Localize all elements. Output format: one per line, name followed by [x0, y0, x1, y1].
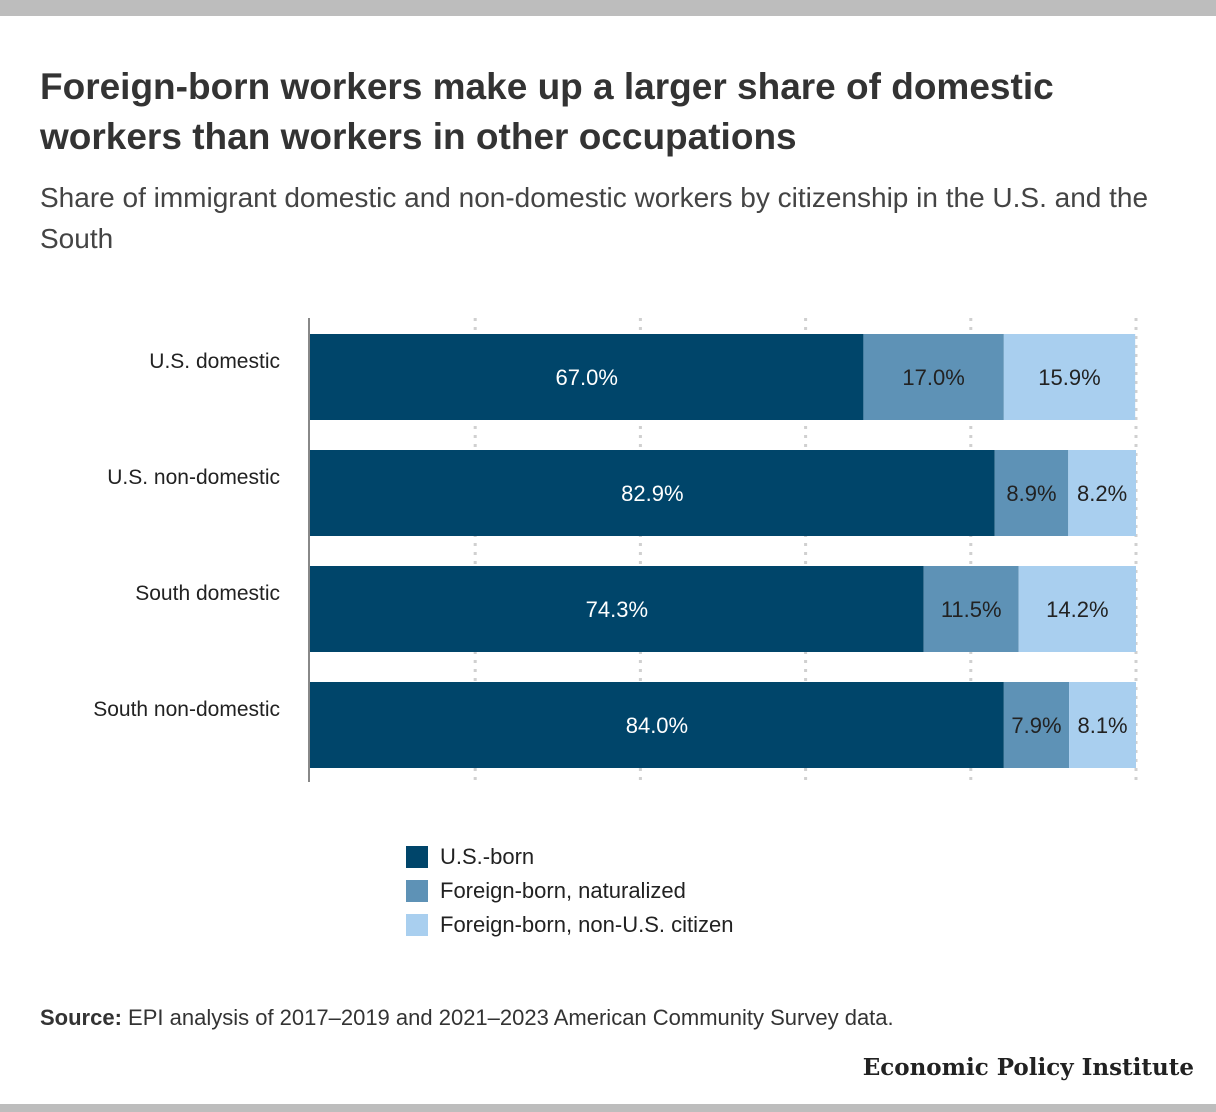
data-label: 82.9%: [621, 481, 683, 506]
bar-segment: [863, 334, 1004, 420]
bar-segment: [1069, 682, 1136, 768]
category-label: South non-domestic: [93, 698, 280, 721]
data-label: 8.9%: [1006, 481, 1056, 506]
legend-swatch-us-born: [406, 846, 428, 868]
data-label: 17.0%: [902, 365, 964, 390]
legend-label: Foreign-born, non-U.S. citizen: [440, 912, 734, 937]
bar-segment: [310, 682, 1004, 768]
data-label: 7.9%: [1011, 713, 1061, 738]
legend-swatch-non-citizen: [406, 914, 428, 936]
data-label: 15.9%: [1038, 365, 1100, 390]
bar-segment: [1003, 682, 1070, 768]
data-label: 67.0%: [556, 365, 618, 390]
organization-logo-text: Economic Policy Institute: [862, 1054, 1194, 1081]
bar-segment: [310, 334, 864, 420]
legend-label: Foreign-born, naturalized: [440, 878, 686, 903]
chart-subtitle: Share of immigrant domestic and non-dome…: [40, 182, 1149, 254]
legend-label: U.S.-born: [440, 844, 535, 869]
data-label: 8.1%: [1077, 713, 1127, 738]
top-border-bar: [0, 0, 1216, 16]
bar-segment: [923, 566, 1019, 652]
source-text: EPI analysis of 2017–2019 and 2021–2023 …: [128, 1005, 894, 1030]
category-label: U.S. non-domestic: [107, 466, 280, 489]
bar-segment: [310, 566, 924, 652]
data-label: 8.2%: [1077, 481, 1127, 506]
chart-title: Foreign-born workers make up a larger sh…: [40, 66, 1054, 157]
category-label: South domestic: [135, 582, 280, 605]
category-label: U.S. domestic: [149, 350, 280, 373]
legend-item-non-citizen: Foreign-born, non-U.S. citizen: [406, 908, 733, 942]
bar-segment: [1068, 450, 1136, 536]
data-label: 14.2%: [1046, 597, 1108, 622]
source-label: Source:: [40, 1005, 122, 1030]
data-label: 84.0%: [626, 713, 688, 738]
bar-segment: [994, 450, 1069, 536]
legend-item-us-born: U.S.-born: [406, 840, 733, 874]
legend-swatch-naturalized: [406, 880, 428, 902]
legend-item-naturalized: Foreign-born, naturalized: [406, 874, 733, 908]
data-label: 11.5%: [941, 597, 1002, 622]
bar-segment: [1003, 334, 1136, 420]
bar-segment: [310, 450, 995, 536]
stacked-bar-chart: U.S. domestic 67.0% 17.0% 15.9% U.S. non-dom…: [93, 318, 1138, 782]
data-label: 74.3%: [586, 597, 648, 622]
chart-legend: U.S.-born Foreign-born, naturalized Fore…: [406, 840, 733, 942]
bar-segment: [1018, 566, 1136, 652]
source-note: Source: EPI analysis of 2017–2019 and 20…: [40, 1005, 894, 1031]
bottom-border-bar: [0, 1104, 1216, 1112]
